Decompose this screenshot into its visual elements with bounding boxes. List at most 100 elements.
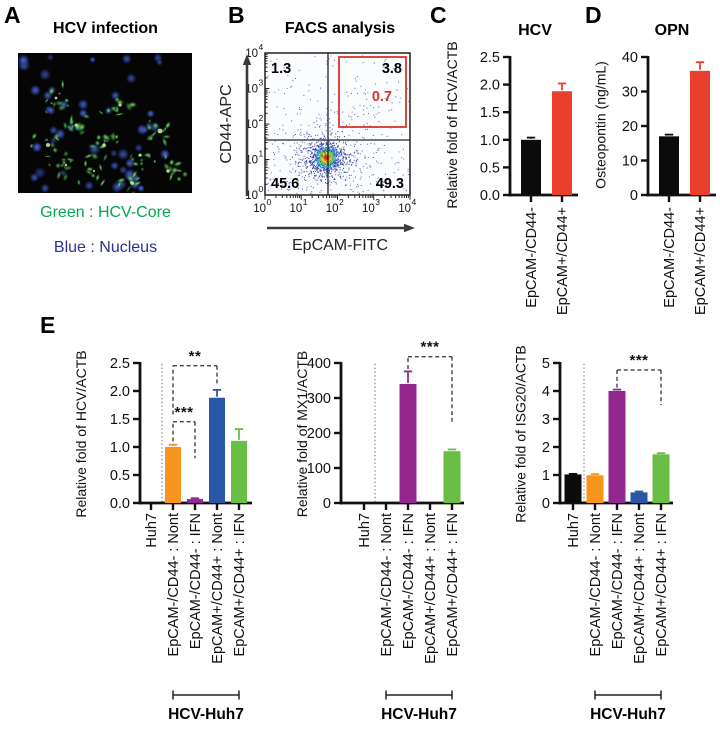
bar-e_hcv-3	[209, 397, 225, 503]
x-category-label: Huh7	[144, 513, 160, 548]
svg-text:10: 10	[245, 190, 258, 202]
svg-text:3: 3	[375, 197, 380, 207]
panel-b-title: FACS analysis	[284, 20, 396, 37]
facs-plot: 1.3 3.80.745.6 49.310010110210310410010110…	[242, 42, 417, 233]
x-category-label: Huh7	[357, 513, 373, 548]
x-category-label: EpCAM-/CD44- : Nont	[588, 513, 604, 656]
bar-chart-e_hcv: 0.0 0.5 1.0 1.5 2.0 2.5 Huh7 EpCAM-/CD44- : Non…	[110, 348, 252, 723]
y-tick-label: 1.5	[110, 412, 130, 428]
group-bracket-label: HCV-Huh7	[168, 706, 244, 723]
svg-text:10: 10	[245, 155, 258, 167]
y-tick-label: 0.5	[480, 160, 500, 176]
svg-text:0: 0	[267, 197, 272, 207]
x-category-label: EpCAM+/CD44+	[693, 207, 709, 315]
bar-e_isg20-2	[608, 391, 626, 503]
svg-text:10: 10	[326, 203, 339, 215]
x-category-label: EpCAM+/CD44+	[555, 207, 571, 315]
y-tick-label: 2.5	[480, 50, 500, 66]
svg-text:4: 4	[412, 197, 417, 207]
bar-e_hcv-2	[187, 499, 203, 503]
x-category-label: EpCAM+/CD44+ : Nont	[210, 513, 226, 664]
x-category-label: EpCAM+/CD44+ : IFN	[232, 513, 248, 656]
facs-log-ticks	[264, 52, 411, 200]
y-tick-label: 2	[542, 440, 550, 456]
bar-e_isg20-4	[652, 454, 670, 503]
y-tick-label: 0	[323, 496, 331, 512]
y-tick-label: 200	[307, 426, 331, 442]
facs-quadrant-top-right: 3.8	[382, 61, 402, 77]
x-category-label: EpCAM-/CD44-	[662, 207, 678, 308]
bar-e_isg20-0	[564, 474, 582, 503]
facs-y-axis-label: CD44-APC	[218, 84, 235, 164]
facs-gate-percentage: 0.7	[372, 89, 392, 105]
panel-e-letter: E	[40, 312, 56, 338]
facs-axis-arrows	[242, 54, 415, 233]
y-tick-label: 2.5	[110, 356, 130, 372]
x-category-label: EpCAM-/CD44- : IFN	[610, 513, 626, 649]
x-category-label: Huh7	[566, 513, 582, 548]
facs-x-axis-label: EpCAM-FITC	[292, 237, 388, 254]
facs-quadrant-top-left: 1.3	[271, 61, 291, 77]
bar-e_hcv-4	[231, 440, 247, 503]
panel-d-title: OPN	[654, 22, 690, 39]
y-tick-label: 3	[542, 412, 550, 428]
y-tick-label: 2.0	[480, 78, 500, 94]
bar-chart-c_hcv: 0.0 0.5 1.0 1.5 2.0 2.5 EpCAM-/CD44- EpCAM+/CD4…	[480, 50, 578, 315]
svg-text:10: 10	[398, 203, 411, 215]
y-tick-label: 0.0	[110, 496, 130, 512]
y-tick-label: 1.0	[480, 133, 500, 149]
caption-blue-nucleus: Blue : Nucleus	[53, 239, 158, 256]
facs-gate-rect	[338, 56, 407, 128]
x-category-label: EpCAM+/CD44+ : Nont	[632, 513, 648, 664]
svg-text:10: 10	[245, 84, 258, 96]
panel-a-title: HCV infection	[53, 20, 158, 37]
panel-c-letter: C	[430, 2, 447, 28]
panel-d-y-axis-label: Osteopontin (ng/mL)	[592, 61, 609, 189]
panel-c-y-axis-label: Relative fold of HCV/ACTB	[444, 41, 460, 209]
svg-text:1: 1	[303, 197, 308, 207]
panel-e-chart2-y-axis-label: Relative fold of MX1/ACTB	[294, 350, 310, 518]
panel-c-title: HCV	[518, 22, 552, 39]
significance-stars: **	[189, 348, 202, 365]
x-category-label: EpCAM-/CD44- : Nont	[379, 513, 395, 656]
bar-d_opn-1	[690, 70, 710, 195]
bar-chart-d_opn: 0 10 20 30 40 EpCAM-/CD44- EpCAM+/CD44+	[622, 50, 716, 315]
bar-e_mx1-2	[399, 384, 417, 503]
x-category-label: EpCAM+/CD44+ : Nont	[423, 513, 439, 664]
x-category-label: EpCAM-/CD44- : IFN	[401, 513, 417, 649]
y-tick-label: 10	[622, 154, 638, 170]
x-category-label: EpCAM+/CD44+ : IFN	[654, 513, 670, 656]
y-tick-label: 20	[622, 119, 638, 135]
svg-text:0: 0	[259, 184, 264, 194]
y-tick-label: 0.0	[480, 188, 500, 204]
y-tick-label: 30	[622, 85, 638, 101]
group-bracket-label: HCV-Huh7	[381, 706, 457, 723]
svg-text:1: 1	[259, 149, 264, 159]
bar-chart-e_isg20: 0 1 2 3 4 5 Huh7 EpCAM-/CD44- : Nont EpCAM-/CD44…	[542, 352, 673, 723]
panel-e-chart3-y-axis-label: Relative fold of ISG20/ACTB	[512, 345, 529, 523]
y-tick-label: 40	[622, 50, 638, 66]
svg-text:2: 2	[339, 197, 344, 207]
y-tick-label: 1.0	[110, 440, 130, 456]
y-tick-label: 1.5	[480, 105, 500, 121]
svg-text:10: 10	[245, 119, 258, 131]
panel-e-chart1-y-axis-label: Relative fold of HCV/ACTB	[73, 350, 89, 518]
facs-scatter-points	[265, 55, 410, 195]
y-tick-label: 2.0	[110, 384, 130, 400]
y-tick-label: 300	[307, 391, 331, 407]
svg-text:4: 4	[259, 42, 264, 52]
significance-stars: ***	[420, 339, 439, 356]
x-category-label: EpCAM-/CD44-	[524, 207, 540, 308]
bar-e_isg20-1	[586, 475, 604, 503]
svg-text:10: 10	[245, 48, 258, 60]
svg-text:10: 10	[289, 203, 302, 215]
x-category-label: EpCAM+/CD44+ : IFN	[445, 513, 461, 656]
bar-e_isg20-3	[630, 492, 648, 503]
x-category-label: EpCAM-/CD44- : IFN	[188, 513, 204, 649]
panel-a-letter: A	[4, 2, 21, 28]
bar-e_hcv-1	[165, 447, 181, 503]
svg-text:10: 10	[362, 203, 375, 215]
svg-text:3: 3	[259, 78, 264, 88]
